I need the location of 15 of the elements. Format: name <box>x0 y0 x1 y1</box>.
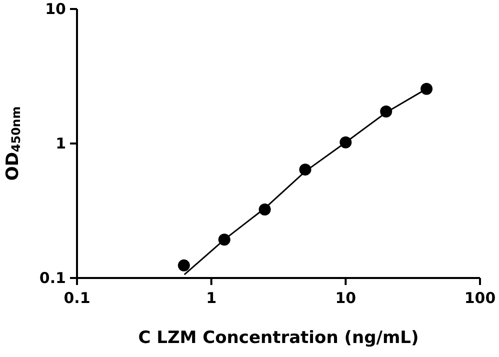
point <box>218 234 230 246</box>
y-tick-label: 10 <box>45 0 66 18</box>
point <box>340 136 352 148</box>
x-axis-title: C LZM Concentration (ng/mL) <box>138 328 419 348</box>
point <box>420 82 433 95</box>
y-tick-label: 0.1 <box>39 269 66 287</box>
point <box>299 164 312 176</box>
x-tick-label: 0.1 <box>64 289 90 307</box>
point <box>380 105 392 118</box>
x-tick-label: 10 <box>335 289 356 307</box>
y-tick-label: 1 <box>56 134 66 152</box>
x-tick-label: 1 <box>206 289 217 307</box>
point <box>258 204 271 216</box>
x-tick-label: 100 <box>464 289 496 307</box>
point <box>178 259 190 272</box>
